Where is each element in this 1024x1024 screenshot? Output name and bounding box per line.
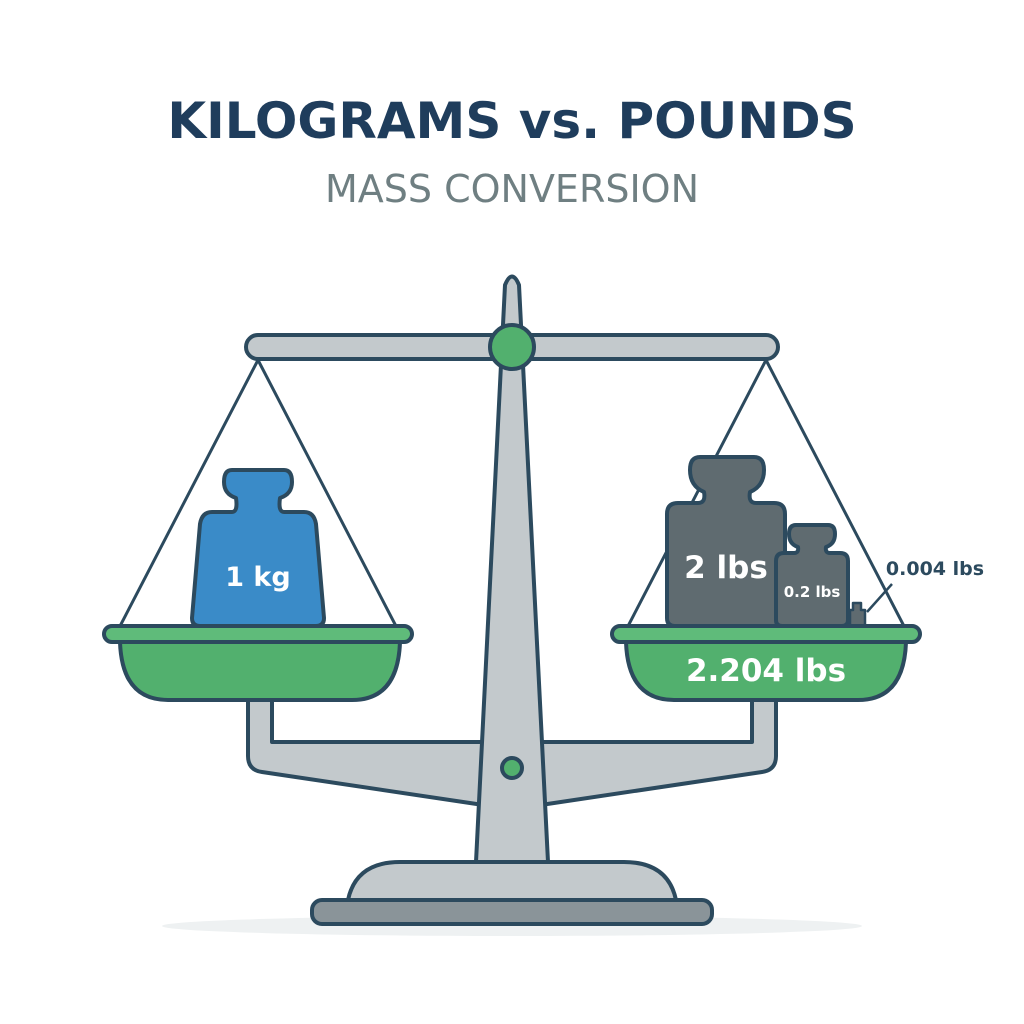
weight-0-004-lbs: [848, 601, 867, 628]
lower-arm-right: [532, 698, 778, 808]
left-pan-bowl: [118, 640, 402, 702]
scale-base: [346, 860, 678, 902]
left-pan-rim: [102, 624, 414, 644]
left-pan-strings: [116, 358, 400, 631]
pivot-icon: [488, 323, 536, 371]
kg-weight-label: 1 kg: [225, 562, 290, 593]
weight-2-lbs-label: 2 lbs: [684, 550, 768, 586]
right-pan-total-label: 2.204 lbs: [686, 653, 846, 689]
weight-0-004-lbs-label: 0.004 lbs: [886, 558, 984, 580]
kg-weight: [190, 468, 326, 628]
callout-leader-line: [866, 583, 893, 613]
scale-base-plate: [310, 898, 714, 926]
right-pan-bowl: [624, 640, 908, 702]
weight-2-lbs: [665, 455, 787, 628]
lower-arm-left: [246, 698, 492, 808]
lower-pivot: [500, 756, 524, 780]
weight-0-2-lbs-label: 0.2 lbs: [784, 583, 841, 601]
title: KILOGRAMS vs. POUNDS: [167, 92, 856, 150]
subtitle: MASS CONVERSION: [325, 167, 699, 211]
scale-mast: [474, 274, 550, 864]
right-pan-rim: [610, 624, 922, 644]
